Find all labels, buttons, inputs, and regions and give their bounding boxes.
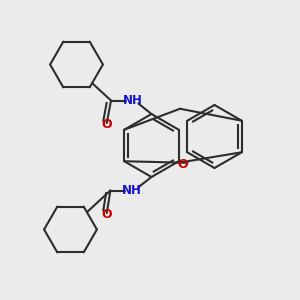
Text: O: O (101, 118, 112, 131)
Text: NH: NH (122, 184, 142, 197)
Text: O: O (101, 208, 112, 221)
Text: O: O (178, 158, 188, 171)
Text: NH: NH (123, 94, 143, 107)
